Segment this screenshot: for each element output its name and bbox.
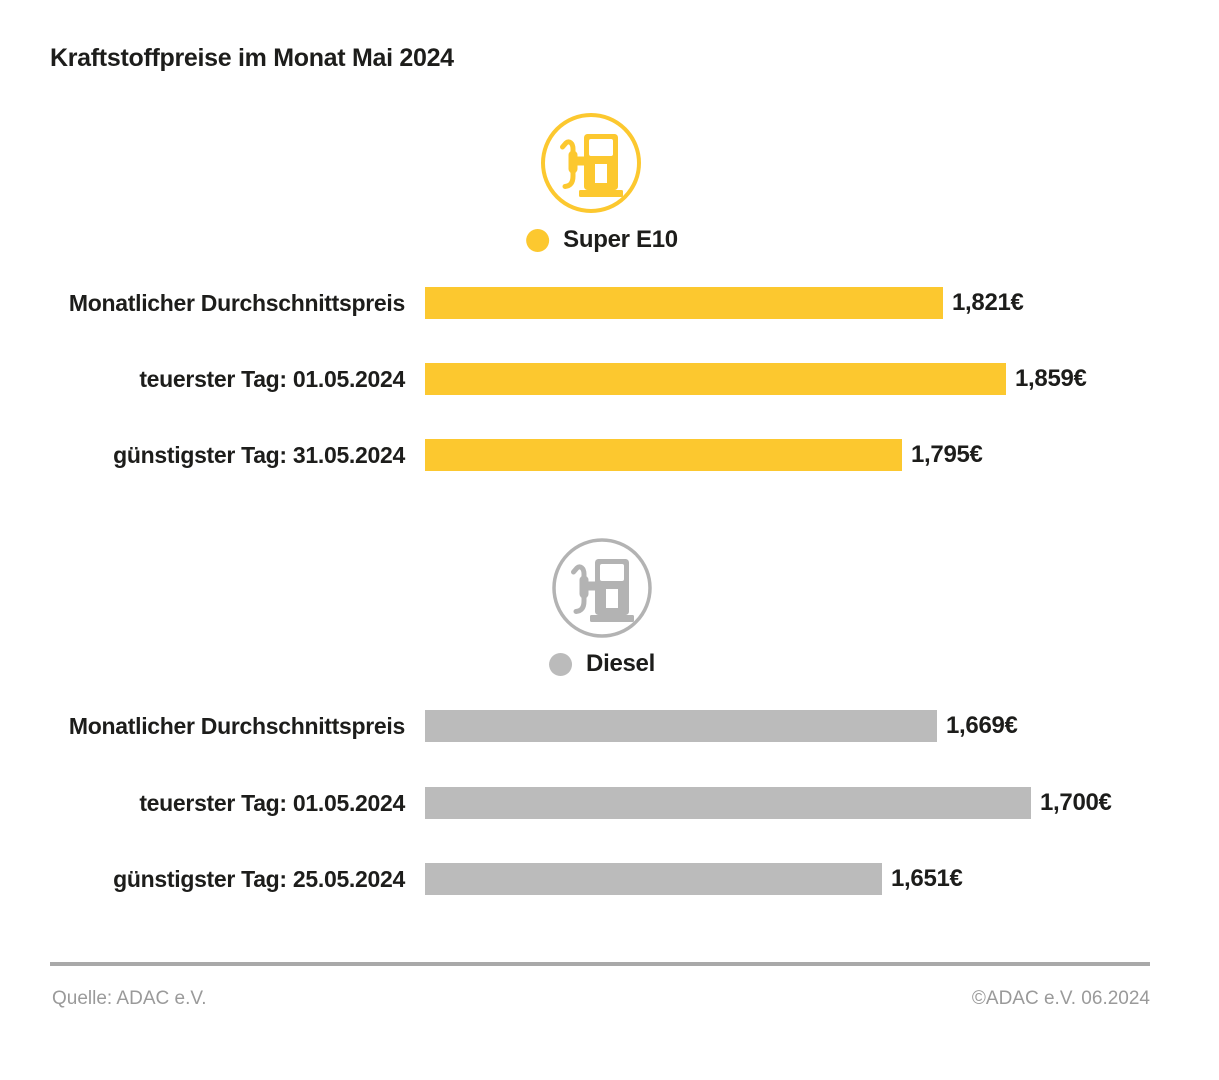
legend-dot-diesel <box>549 652 573 676</box>
legend-diesel: Diesel <box>549 650 655 678</box>
legend-dot-super <box>526 228 550 252</box>
bar-row-label: teuerster Tag: 01.05.2024 <box>139 365 405 392</box>
bar-value-diesel-average: 1,669€ <box>946 712 1018 739</box>
bar-row-super-cheapest: günstigster Tag: 31.05.2024 1,795€ <box>0 439 1219 471</box>
footer-divider <box>50 962 1150 966</box>
page-title: Kraftstoffpreise im Monat Mai 2024 <box>50 44 454 72</box>
bar-value-super-average: 1,821€ <box>952 289 1024 316</box>
bar-row-label: Monatlicher Durchschnittspreis <box>68 289 405 316</box>
bar-row-super-most-expensive: teuerster Tag: 01.05.2024 1,859€ <box>0 363 1219 395</box>
bar-diesel-most-expensive <box>425 787 1031 819</box>
bar-super-most-expensive <box>425 363 1006 395</box>
bar-row-label: Monatlicher Durchschnittspreis <box>68 712 405 739</box>
bar-value-diesel-most-expensive: 1,700€ <box>1040 789 1112 816</box>
bar-value-super-most-expensive: 1,859€ <box>1015 365 1087 392</box>
bar-diesel-cheapest <box>425 863 882 895</box>
legend-super-e10: Super E10 <box>526 226 678 254</box>
bar-row-label: günstigster Tag: 31.05.2024 <box>113 441 405 468</box>
bar-row-diesel-most-expensive: teuerster Tag: 01.05.2024 1,700€ <box>0 787 1219 819</box>
fuel-pump-icon <box>539 111 643 215</box>
bar-diesel-average <box>425 710 937 742</box>
legend-label-diesel: Diesel <box>586 650 655 677</box>
bar-row-label: teuerster Tag: 01.05.2024 <box>139 789 405 816</box>
copyright-notice: ©ADAC e.V. 06.2024 <box>971 988 1150 1009</box>
bar-row-label: günstigster Tag: 25.05.2024 <box>113 865 405 892</box>
fuel-pump-icon <box>550 536 654 640</box>
bar-row-super-average: Monatlicher Durchschnittspreis 1,821€ <box>0 287 1219 319</box>
bar-row-diesel-average: Monatlicher Durchschnittspreis 1,669€ <box>0 710 1219 742</box>
legend-label-super: Super E10 <box>563 226 678 253</box>
bar-value-super-cheapest: 1,795€ <box>911 441 983 468</box>
bar-row-diesel-cheapest: günstigster Tag: 25.05.2024 1,651€ <box>0 863 1219 895</box>
bar-value-diesel-cheapest: 1,651€ <box>891 865 963 892</box>
bar-super-average <box>425 287 943 319</box>
bar-super-cheapest <box>425 439 902 471</box>
source-credit: Quelle: ADAC e.V. <box>52 988 207 1009</box>
